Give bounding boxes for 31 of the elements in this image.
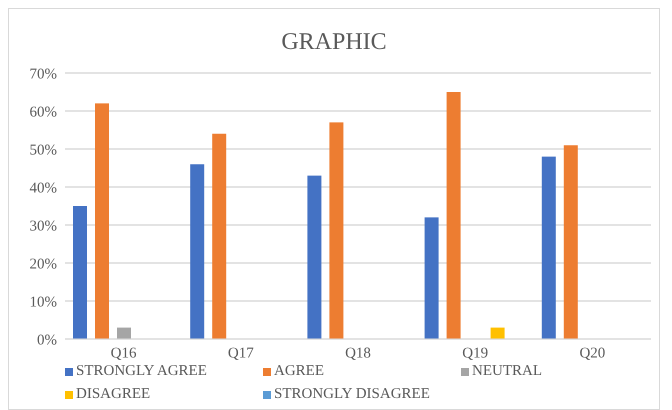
- bar: [490, 328, 505, 339]
- y-tick-label: 30%: [30, 218, 57, 234]
- y-tick-label: 50%: [30, 142, 57, 158]
- x-tick-label: Q19: [462, 346, 488, 362]
- x-tick-label: Q16: [110, 346, 138, 362]
- bar: [212, 134, 226, 339]
- legend-label: STRONGLY DISAGREE: [274, 386, 430, 403]
- y-tick-label: 20%: [30, 256, 57, 272]
- y-tick-label: 70%: [30, 66, 57, 82]
- x-tick-label: Q20: [579, 346, 606, 362]
- x-tick-label: Q17: [228, 346, 254, 362]
- bar: [307, 176, 322, 339]
- y-tick-label: 40%: [30, 180, 57, 196]
- bar: [424, 217, 439, 339]
- legend-label: NEUTRAL: [472, 363, 542, 380]
- bar: [95, 103, 109, 339]
- bar: [542, 156, 556, 339]
- bar: [329, 122, 344, 339]
- legend-label: STRONGLY AGREE: [76, 363, 207, 380]
- bar: [564, 145, 578, 339]
- legend-label: AGREE: [274, 363, 324, 380]
- bar: [446, 92, 461, 339]
- y-tick-label: 60%: [30, 104, 57, 120]
- y-tick-label: 0%: [37, 332, 57, 348]
- bar: [117, 328, 131, 339]
- x-tick-label: Q18: [345, 346, 371, 362]
- legend-label: DISAGREE: [76, 386, 150, 403]
- bar: [190, 164, 204, 339]
- chart-title: GRAPHIC: [280, 29, 388, 57]
- bar: [73, 206, 87, 339]
- y-tick-label: 10%: [30, 294, 57, 310]
